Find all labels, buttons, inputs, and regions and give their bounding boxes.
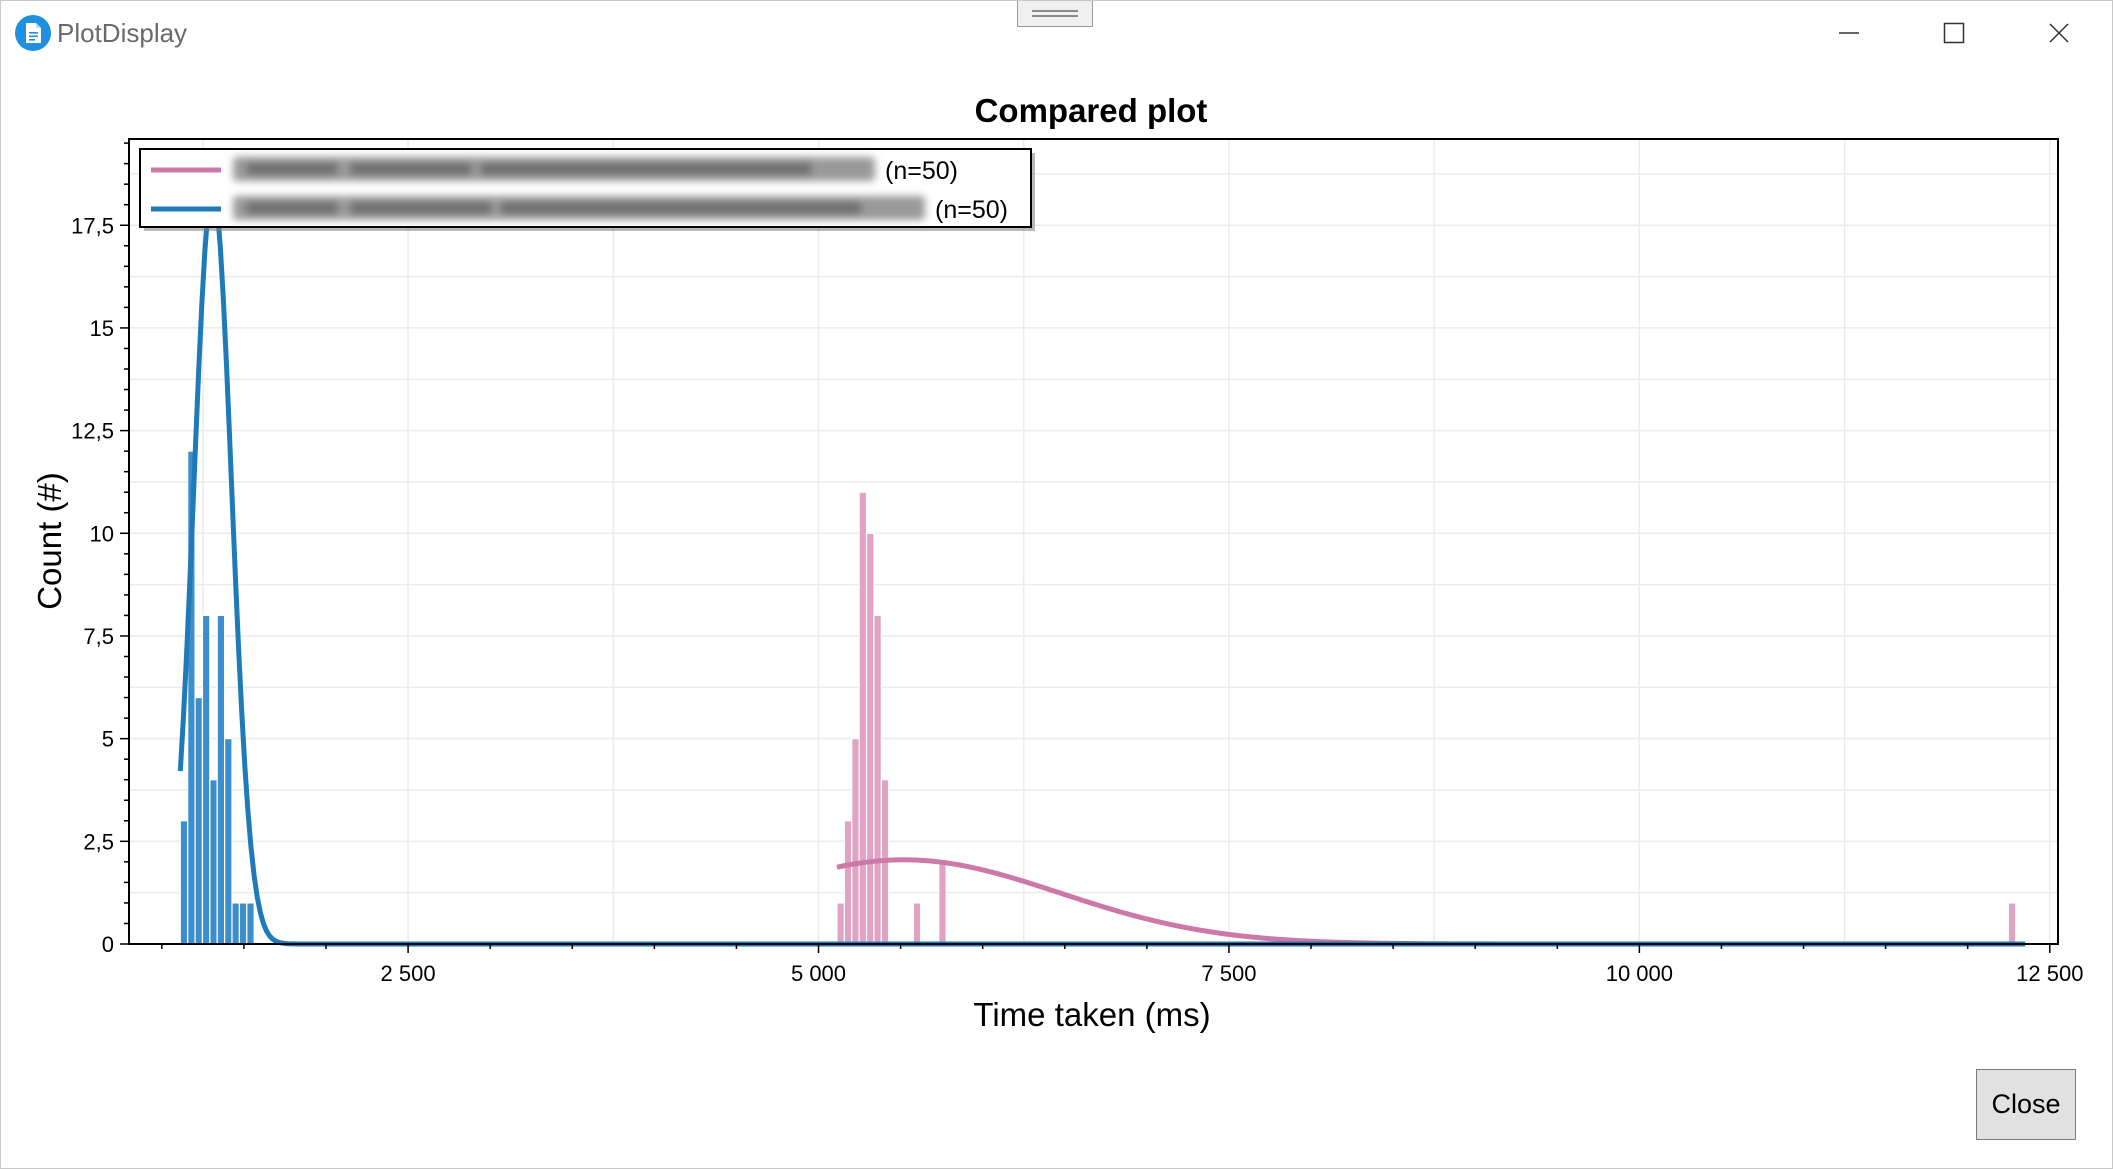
plot-frame (128, 138, 2059, 945)
histogram-bar (231, 902, 241, 945)
legend-redacted-name-2 (233, 196, 925, 220)
grid (129, 139, 2058, 944)
histogram-bars (179, 450, 2017, 945)
y-tick-label: 15 (90, 316, 114, 341)
close-button[interactable]: Close (1976, 1069, 2076, 1140)
y-tick-label: 5 (102, 727, 114, 752)
y-tick-label: 0 (102, 932, 114, 957)
fit-curve (836, 857, 2017, 947)
x-axis-label: Time taken (ms) (973, 996, 1210, 1033)
drag-handle[interactable] (1017, 1, 1093, 27)
y-tick-label: 17,5 (71, 213, 114, 238)
x-tick-label: 2 500 (381, 961, 436, 986)
chart: Compared plot 2 500 5 000 7 500 10 000 12 50… (31, 92, 2083, 1033)
histogram-bar (873, 614, 882, 945)
legend-label-series-1: (n=50) (885, 157, 958, 185)
histogram-bar (201, 614, 211, 945)
histogram-bar (216, 614, 226, 945)
y-tick-label: 12,5 (71, 419, 114, 444)
y-axis-label: Count (#) (31, 472, 68, 610)
chart-title: Compared plot (975, 92, 1208, 129)
legend-label-series-2: (n=50) (935, 196, 1008, 224)
maximize-button[interactable] (1909, 7, 1999, 59)
axis-ticks: 2 500 5 000 7 500 10 000 12 500 0 2,5 5 7,5 10 12,… (71, 142, 2083, 986)
histogram-bar (2007, 902, 2017, 945)
histogram-bar (224, 738, 233, 945)
window-title: PlotDisplay (57, 18, 188, 48)
histogram-bar (938, 861, 947, 945)
y-tick-label: 10 (90, 521, 114, 546)
histogram-bar (246, 902, 255, 945)
title-bar[interactable]: PlotDisplay (1, 1, 2112, 65)
minimize-icon (1839, 32, 1859, 34)
close-icon (2049, 23, 2069, 43)
y-tick-label: 2,5 (83, 829, 114, 854)
fit-curve (177, 187, 2026, 947)
y-tick-label: 7,5 (83, 624, 114, 649)
histogram-bar (209, 779, 218, 945)
histogram-bar (843, 820, 853, 945)
x-tick-label: 12 500 (2016, 961, 2083, 986)
maximize-icon (1943, 22, 1965, 44)
minimize-button[interactable] (1804, 7, 1894, 59)
document-icon (15, 15, 51, 51)
histogram-bar (851, 738, 860, 945)
histogram-bar (194, 696, 204, 945)
histogram-bar (179, 820, 189, 945)
histogram-bar (858, 491, 868, 945)
x-tick-label: 10 000 (1606, 961, 1673, 986)
histogram-bar (836, 902, 845, 945)
x-tick-label: 5 000 (791, 961, 846, 986)
window-close-button[interactable] (2014, 7, 2104, 59)
x-tick-label: 7 500 (1201, 961, 1256, 986)
histogram-bar (865, 532, 875, 945)
legend: (n=50) (n=50) (139, 148, 1035, 231)
histogram-bar (912, 902, 922, 945)
histogram-bar (238, 902, 248, 945)
fit-curves (177, 187, 2026, 947)
legend-redacted-name-1 (233, 157, 875, 181)
